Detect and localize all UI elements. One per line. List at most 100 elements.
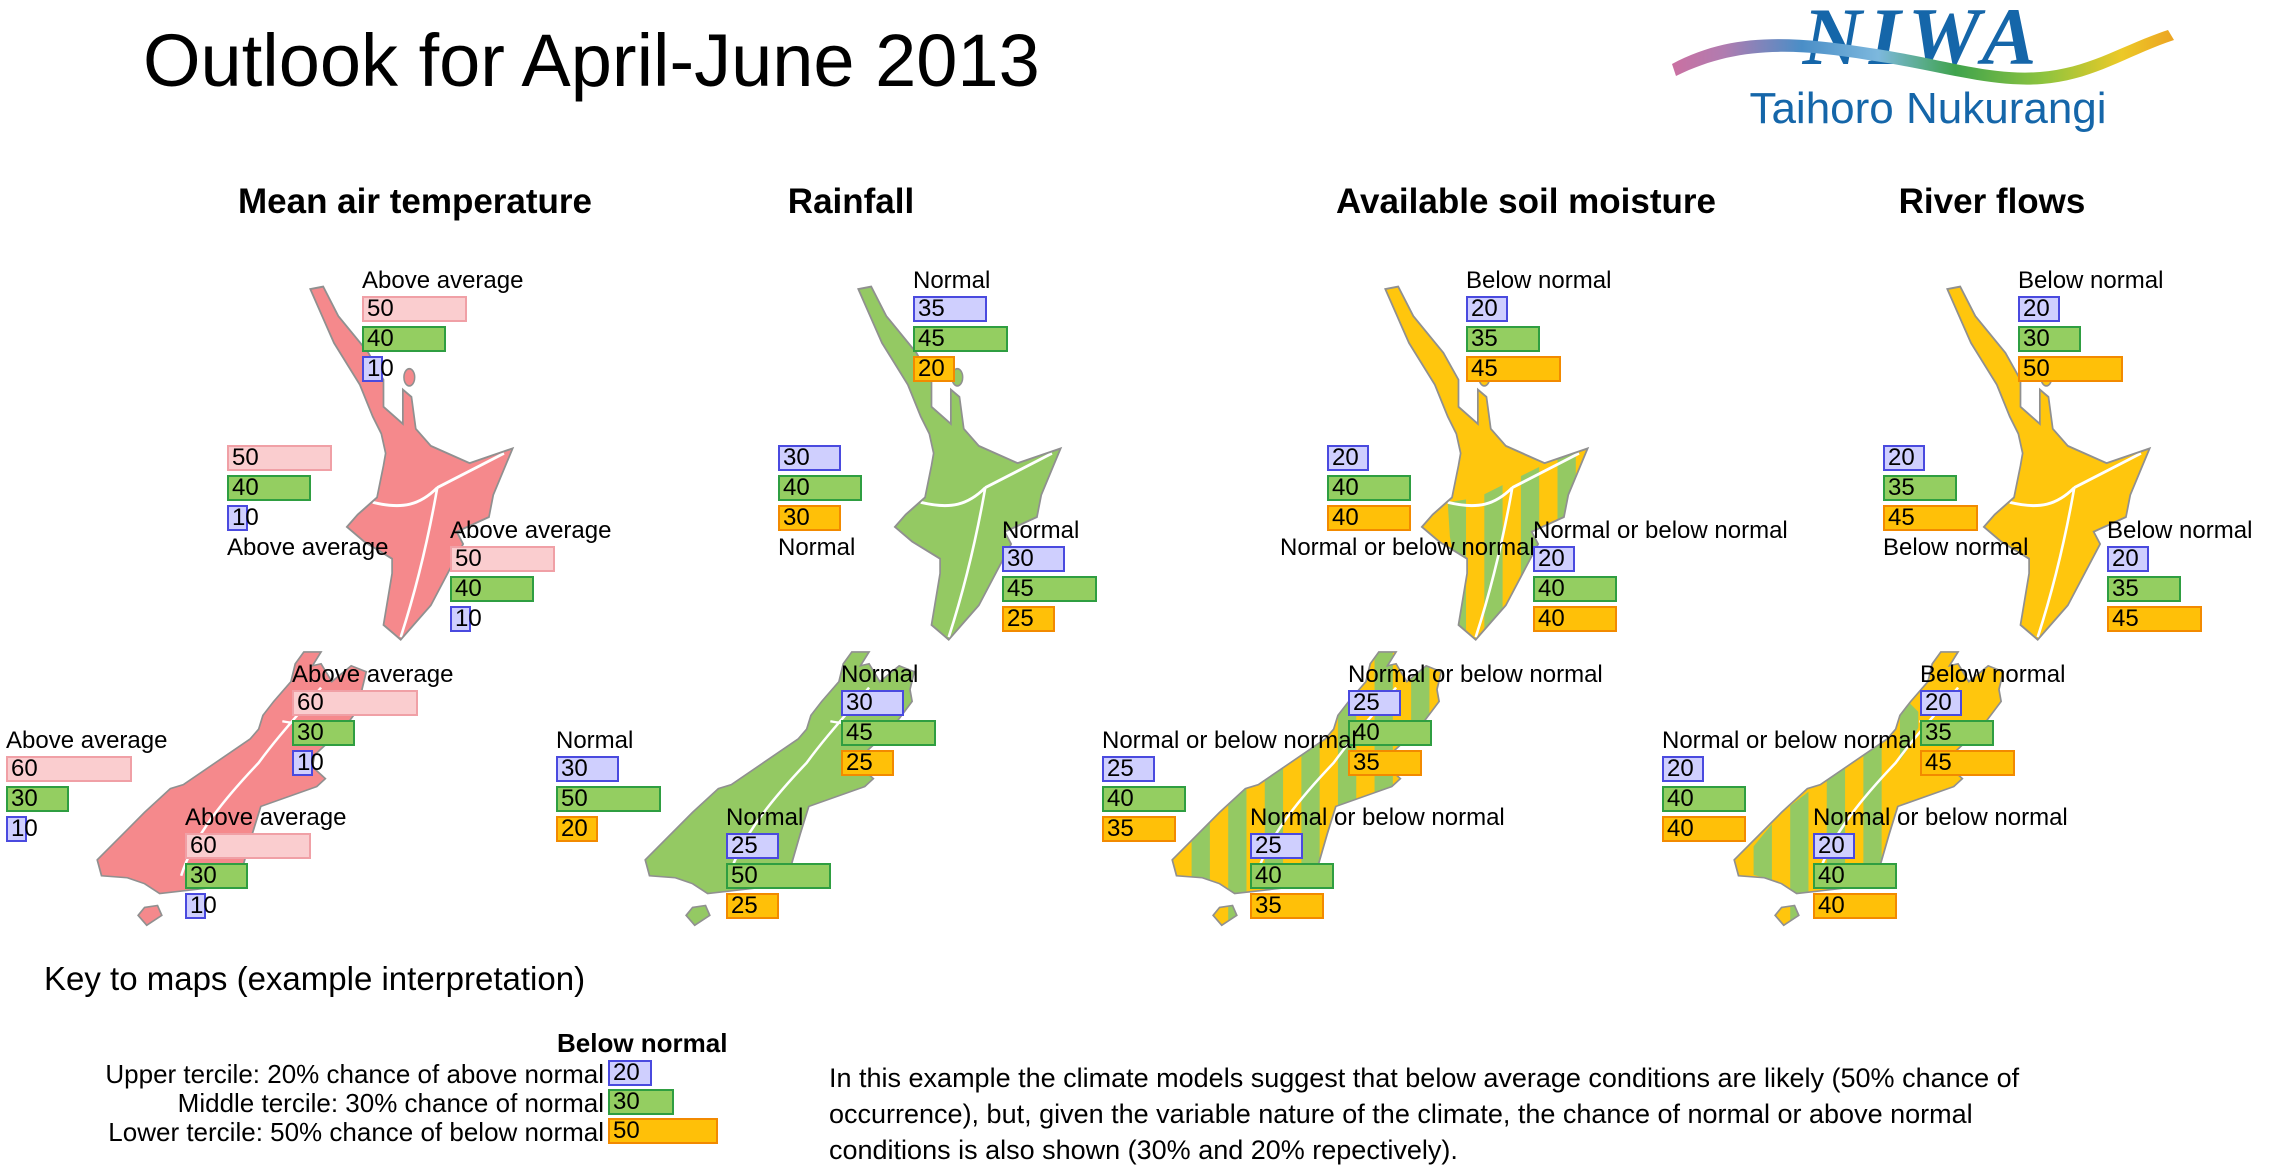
nz-map-soil-moisture: [1171, 285, 1590, 927]
key-note-line: conditions is also shown (30% and 20% re…: [829, 1135, 1458, 1165]
outlook-text-rainfall-west-south-island: Normal: [556, 727, 634, 754]
tercile-bar-below: 25: [726, 893, 779, 919]
map-title-river-flows: River flows: [1898, 182, 2086, 221]
region-boundary-lines: [1447, 451, 1580, 638]
tercile-bar-normal: 40: [778, 475, 862, 501]
tercile-bar-above: 20: [2107, 546, 2149, 572]
tercile-bar-below: 25: [841, 750, 894, 776]
tercile-bar-below: 10: [450, 606, 482, 632]
outlook-label-soil-moisture-east-north-island: Normal or below normal 20 40 40: [1533, 518, 1788, 636]
outlook-label-soil-moisture-west-south-island: Normal or below normal 25 40 35: [1102, 728, 1357, 846]
key-row-label-normal: Middle tercile: 30% chance of normal: [177, 1088, 604, 1118]
outlook-text-temperature-east-north-island: Above average: [450, 517, 612, 544]
tercile-bar-normal: 50: [726, 863, 831, 889]
outlook-label-temperature-south-south-island: Above average 60 30 10: [185, 805, 346, 923]
map-title-temperature: Mean air temperature: [237, 182, 593, 221]
tercile-bar-normal: 35: [1883, 475, 1957, 501]
tercile-bar-above: 35: [913, 296, 987, 322]
tercile-bar-below: 45: [1466, 356, 1561, 382]
tercile-bar-normal: 35: [2107, 576, 2181, 602]
tercile-bar-normal: 30: [185, 863, 248, 889]
tercile-bar-below: 25: [1002, 606, 1055, 632]
tercile-bar-normal: 45: [841, 720, 936, 746]
key-row-bar-normal: 30: [608, 1089, 674, 1115]
outlook-label-river-flows-north-south-island: Below normal 20 35 45: [1920, 662, 2065, 780]
tercile-bar-below: 35: [1250, 893, 1324, 919]
outlook-text-rainfall-east-north-island: Normal: [1002, 517, 1080, 544]
tercile-bar-normal: 40: [1533, 576, 1617, 602]
niwa-logo-subtitle: Taihoro Nukurangi: [1749, 84, 2107, 133]
page-title: Outlook for April-June 2013: [143, 19, 1040, 102]
tercile-bar-above: 50: [227, 445, 332, 471]
tercile-bar-below: 35: [1102, 816, 1176, 842]
tercile-bar-above: 25: [726, 833, 779, 859]
tercile-bar-above: 60: [185, 833, 311, 859]
tercile-bar-above: 20: [1662, 756, 1704, 782]
outlook-text-soil-moisture-west-south-island: Normal or below normal: [1102, 727, 1357, 754]
tercile-bar-normal: 40: [1348, 720, 1432, 746]
region-boundary-lines: [920, 451, 1053, 638]
outlook-text-temperature-north-north-island: Above average: [362, 267, 524, 294]
outlook-text-river-flows-east-north-island: Below normal: [2107, 517, 2253, 544]
outlook-text-rainfall-north-south-island: Normal: [841, 661, 919, 688]
outlook-text-soil-moisture-west-north-island: Normal or below normal: [1280, 534, 1535, 561]
tercile-bar-below: 45: [1920, 750, 2015, 776]
outlook-label-temperature-north-north-island: Above average 50 40 10: [362, 268, 523, 386]
outlook-text-river-flows-north-south-island: Below normal: [1920, 661, 2066, 688]
offshore-island: [403, 367, 416, 387]
tercile-bar-normal: 50: [556, 786, 661, 812]
outlook-text-soil-moisture-south-south-island: Normal or below normal: [1250, 804, 1505, 831]
outlook-text-rainfall-south-south-island: Normal: [726, 804, 804, 831]
outlook-text-river-flows-west-south-island: Normal or below normal: [1662, 727, 1917, 754]
tercile-bar-below: 10: [227, 505, 259, 531]
tercile-bar-normal: 40: [1250, 863, 1334, 889]
outlook-label-river-flows-north-north-island: Below normal 20 30 50: [2018, 268, 2163, 386]
tercile-bar-above: 20: [1466, 296, 1508, 322]
outlook-text-temperature-south-south-island: Above average: [185, 804, 347, 831]
tercile-bar-above: 20: [1533, 546, 1575, 572]
tercile-bar-above: 30: [841, 690, 904, 716]
outlook-label-temperature-west-north-island: 50 40 10 Above average: [227, 445, 388, 563]
tercile-bar-above: 25: [1250, 833, 1303, 859]
outlook-label-rainfall-south-south-island: Normal 25 50 25: [726, 805, 831, 923]
tercile-bar-below: 35: [1348, 750, 1422, 776]
outlook-label-rainfall-north-north-island: Normal 35 45 20: [913, 268, 1008, 386]
outlook-label-rainfall-west-north-island: 30 40 30 Normal: [778, 445, 862, 563]
north-island: [309, 285, 515, 641]
outlook-text-soil-moisture-north-south-island: Normal or below normal: [1348, 661, 1603, 688]
outlook-label-rainfall-north-south-island: Normal 30 45 25: [841, 662, 936, 780]
tercile-bar-below: 30: [778, 505, 841, 531]
niwa-logo-ribbon-icon: [1672, 30, 2174, 85]
outlook-text-soil-moisture-north-north-island: Below normal: [1466, 267, 1612, 294]
tercile-bar-above: 25: [1102, 756, 1155, 782]
tercile-bar-above: 30: [778, 445, 841, 471]
tercile-bar-above: 50: [450, 546, 555, 572]
outlook-label-river-flows-west-south-island: Normal or below normal 20 40 40: [1662, 728, 1917, 846]
tercile-bar-below: 10: [185, 893, 217, 919]
outlook-label-soil-moisture-north-south-island: Normal or below normal 25 40 35: [1348, 662, 1603, 780]
tercile-bar-normal: 40: [450, 576, 534, 602]
key-row-bar-below: 50: [608, 1118, 718, 1144]
tercile-bar-normal: 45: [1002, 576, 1097, 602]
tercile-bar-below: 10: [6, 816, 38, 842]
tercile-bar-below: 10: [362, 356, 394, 382]
tercile-bar-normal: 30: [6, 786, 69, 812]
tercile-bar-above: 25: [1348, 690, 1401, 716]
outlook-text-river-flows-south-south-island: Normal or below normal: [1813, 804, 2068, 831]
tercile-bar-below: 10: [292, 750, 324, 776]
tercile-bar-above: 20: [1883, 445, 1925, 471]
tercile-bar-above: 50: [362, 296, 467, 322]
tercile-bar-normal: 45: [913, 326, 1008, 352]
tercile-bar-above: 30: [556, 756, 619, 782]
tercile-bar-below: 45: [1883, 505, 1978, 531]
tercile-bar-normal: 40: [1327, 475, 1411, 501]
tercile-bar-normal: 35: [1466, 326, 1540, 352]
key-note-line: occurrence), but, given the variable nat…: [829, 1099, 1973, 1129]
tercile-bar-normal: 40: [227, 475, 311, 501]
tercile-bar-normal: 30: [2018, 326, 2081, 352]
tercile-bar-normal: 40: [362, 326, 446, 352]
key-note-paragraph: In this example the climate models sugge…: [829, 1060, 2084, 1168]
key-note-line: In this example the climate models sugge…: [829, 1063, 2020, 1093]
tercile-bar-below: 20: [556, 816, 598, 842]
tercile-bar-below: 40: [1662, 816, 1746, 842]
